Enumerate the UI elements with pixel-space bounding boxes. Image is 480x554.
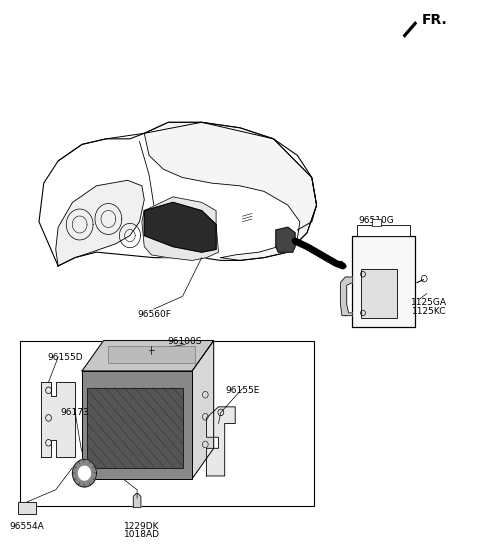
Bar [108, 346, 194, 363]
Text: 1125GA: 1125GA [411, 298, 447, 307]
Bar [352, 235, 415, 327]
Bar [360, 269, 396, 319]
Bar [82, 371, 192, 479]
Text: 96100S: 96100S [168, 337, 202, 346]
Text: 96155D: 96155D [48, 353, 83, 362]
Text: 96560F: 96560F [137, 310, 171, 319]
Text: 96155E: 96155E [225, 386, 260, 395]
Bar [372, 219, 381, 225]
Polygon shape [206, 407, 235, 476]
Polygon shape [41, 382, 75, 456]
Bar [20, 341, 314, 506]
Text: 96173: 96173 [60, 408, 89, 417]
Polygon shape [56, 180, 144, 266]
Polygon shape [82, 341, 214, 371]
Polygon shape [133, 494, 141, 507]
Text: 1229DK: 1229DK [124, 522, 160, 531]
Bar [87, 387, 182, 468]
Text: 96554A: 96554A [10, 522, 44, 531]
Text: 96510G: 96510G [359, 216, 394, 224]
Polygon shape [144, 202, 216, 252]
Polygon shape [72, 459, 96, 487]
Polygon shape [340, 277, 352, 316]
Text: 1018AD: 1018AD [124, 530, 160, 539]
Bar [18, 502, 36, 514]
Polygon shape [142, 197, 218, 260]
Polygon shape [192, 341, 214, 479]
Bar [357, 224, 410, 235]
Polygon shape [403, 21, 417, 38]
Text: FR.: FR. [422, 13, 448, 27]
Polygon shape [276, 227, 295, 252]
Text: 1125KC: 1125KC [412, 307, 446, 316]
Polygon shape [144, 122, 317, 260]
Polygon shape [78, 466, 90, 480]
